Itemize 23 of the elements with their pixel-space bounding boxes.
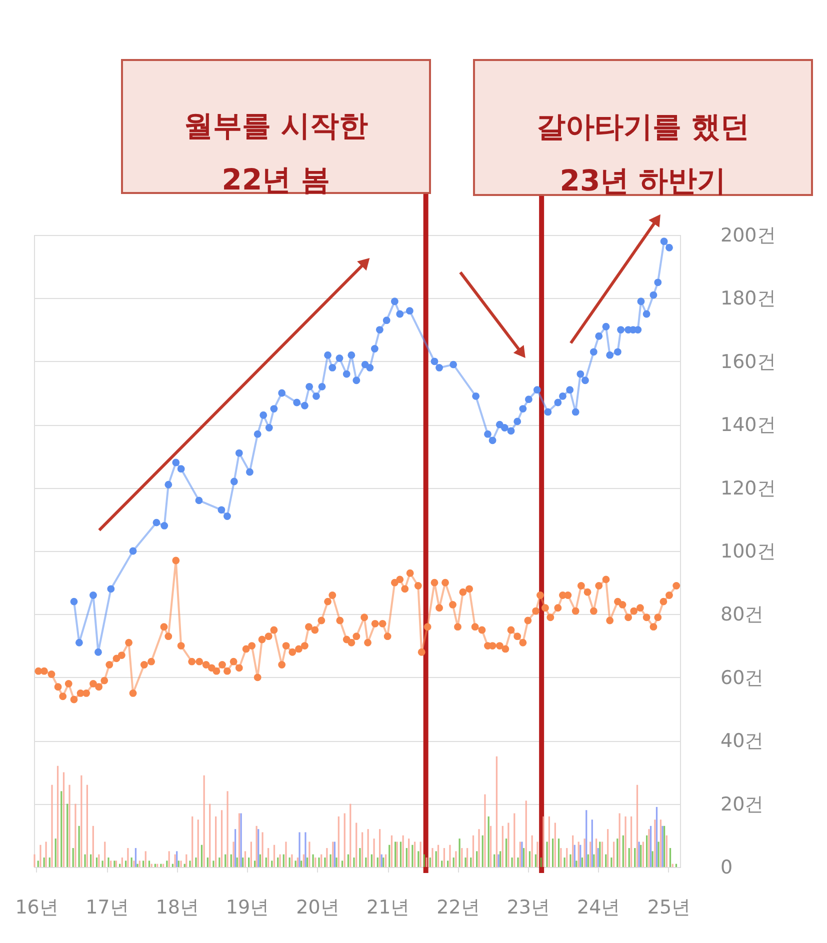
y-tick-label: 40건	[720, 730, 764, 752]
y-tick-label: 0	[720, 856, 733, 878]
x-tick-label: 25년	[647, 896, 691, 918]
x-tick-label: 20년	[296, 896, 340, 918]
y-tick-label: 60건	[720, 666, 764, 689]
x-tick-label: 18년	[156, 896, 199, 918]
x-tick-label: 22년	[436, 896, 480, 918]
x-tick-label: 23년	[506, 896, 550, 918]
y-tick-label: 180건	[720, 288, 776, 310]
y-tick-label: 120건	[720, 477, 776, 500]
x-tick-label: 21년	[366, 896, 410, 918]
x-tick-label: 17년	[86, 896, 129, 918]
y-tick-label: 20건	[720, 793, 764, 816]
y-tick-label: 200건	[720, 224, 776, 246]
x-tick-label: 16년	[15, 896, 58, 918]
x-tick-label: 19년	[226, 896, 270, 918]
y-tick-label: 140건	[720, 414, 776, 436]
y-tick-label: 100건	[720, 540, 776, 562]
y-tick-label: 80건	[720, 604, 764, 626]
ref-line-label: 월부를 시작한 22년 봄	[184, 108, 368, 196]
y-tick-label: 160건	[720, 350, 776, 373]
ref-line-label: 갈아타기를 했던 23년 하반기	[536, 110, 750, 198]
x-tick-label: 24년	[577, 896, 620, 918]
